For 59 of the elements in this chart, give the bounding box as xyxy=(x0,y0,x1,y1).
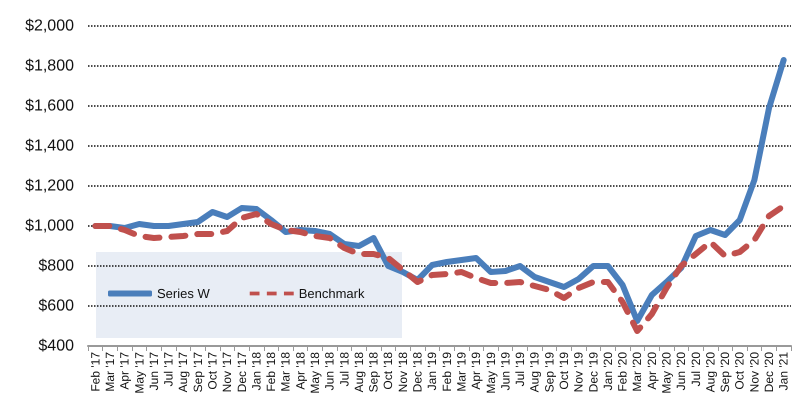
x-tick-label: Nov '20 xyxy=(747,352,762,392)
x-tick-label: Nov '17 xyxy=(220,352,234,392)
y-tick-label: $1,200 xyxy=(25,178,74,194)
x-tick-label: May '18 xyxy=(308,352,322,394)
x-tick-label: Mar '19 xyxy=(454,352,468,392)
x-tick-label: Aug '17 xyxy=(176,352,190,392)
x-tick-label: Feb '18 xyxy=(264,352,278,392)
x-tick-label: Oct '19 xyxy=(556,352,571,390)
x-tick-label: Jul '18 xyxy=(337,352,352,386)
y-tick-label: $1,400 xyxy=(25,138,74,154)
x-tick-label: Dec '18 xyxy=(410,352,425,392)
x-tick-label: Sep '20 xyxy=(718,352,732,392)
x-tick-label: Mar '17 xyxy=(102,352,117,392)
x-tick-label: May '19 xyxy=(484,352,498,394)
x-tick-label: Jun '19 xyxy=(498,352,512,390)
x-tick-label: Apr '17 xyxy=(118,352,132,390)
x-tick-label: Oct '17 xyxy=(205,352,220,390)
x-tick-label: Aug '18 xyxy=(352,352,366,392)
x-tick-label: Sep '18 xyxy=(366,352,381,392)
x-tick-label: Feb '19 xyxy=(440,352,454,392)
x-tick-label: Dec '19 xyxy=(586,352,600,392)
y-tick-label: $800 xyxy=(38,258,74,274)
x-tick-label: May '20 xyxy=(660,352,674,394)
x-tick-label: Jul '17 xyxy=(162,352,176,386)
x-tick-label: May '17 xyxy=(132,352,146,394)
y-tick-label: $2,000 xyxy=(25,18,74,34)
x-tick-label: Jul '20 xyxy=(688,352,703,386)
x-tick-label: Apr '18 xyxy=(293,352,308,390)
legend-label: Benchmark xyxy=(298,286,365,301)
x-tick-label: Dec '17 xyxy=(234,352,249,392)
x-tick-label: Oct '18 xyxy=(381,352,396,390)
x-tick-label: Oct '20 xyxy=(732,352,747,390)
x-tick-label: Nov '18 xyxy=(396,352,410,392)
x-tick-label: Apr '20 xyxy=(644,352,659,390)
x-tick-label: Jan '19 xyxy=(425,352,440,390)
y-tick-label: $1,800 xyxy=(25,58,74,74)
y-tick-label: $1,600 xyxy=(25,98,74,114)
x-tick-label: Jul '19 xyxy=(513,352,528,386)
x-tick-label: Jun '18 xyxy=(322,352,337,390)
x-tick-label: Jun '20 xyxy=(674,352,688,390)
y-tick-label: $1,000 xyxy=(25,218,74,234)
x-tick-label: Feb '17 xyxy=(88,352,102,392)
x-tick-label: Apr '19 xyxy=(469,352,484,390)
y-tick-label: $400 xyxy=(38,338,74,354)
x-tick-label: Aug '19 xyxy=(528,352,542,392)
x-tick-label: Sep '17 xyxy=(190,352,205,392)
x-tick-label: Sep '19 xyxy=(542,352,556,392)
x-tick-label: Mar '18 xyxy=(278,352,293,392)
x-tick-label: Jan '20 xyxy=(600,352,615,390)
legend-label: Series W xyxy=(157,286,210,301)
y-tick-label: $600 xyxy=(38,298,74,314)
x-tick-label: Dec '20 xyxy=(762,352,776,392)
x-tick-label: Mar '20 xyxy=(630,352,644,392)
x-tick-label: Jan '18 xyxy=(249,352,264,390)
x-tick-label: Jun '17 xyxy=(146,352,161,390)
x-tick-label: Aug '20 xyxy=(703,352,718,392)
x-tick-label: Jan '21 xyxy=(776,352,791,390)
x-tick-label: Nov '19 xyxy=(572,352,586,392)
x-tick-label: Feb '20 xyxy=(616,352,630,392)
